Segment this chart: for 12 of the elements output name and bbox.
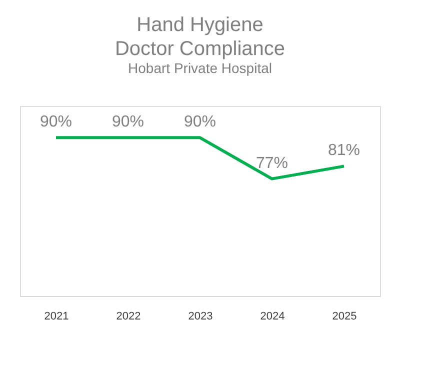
x-tick-label: 2022 [116,310,141,322]
x-tick-label: 2023 [188,310,213,322]
data-label: 81% [328,142,360,160]
x-tick-label: 2024 [260,310,285,322]
chart-title: Hand Hygiene Doctor Compliance [114,14,286,60]
data-label: 77% [256,154,288,172]
chart-subtitle: Hobart Private Hospital [128,60,272,76]
data-label: 90% [40,114,72,131]
x-tick-label: 2025 [332,310,357,322]
data-label: 90% [184,114,216,131]
data-label: 90% [112,114,144,131]
x-tick-label: 2021 [44,310,69,322]
